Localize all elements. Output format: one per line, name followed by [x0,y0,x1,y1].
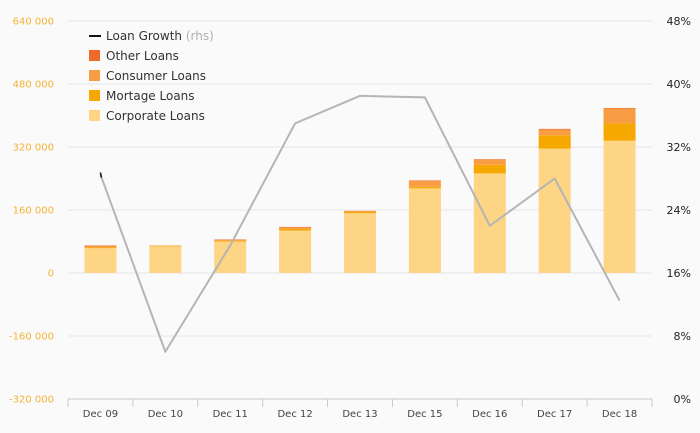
legend-label-rhs: (rhs) [186,29,214,43]
bar-other-loans-dec-09[interactable] [84,245,117,246]
bar-mortage-loans-dec-17[interactable] [538,135,571,149]
legend-swatch-corporate-loans [89,110,100,121]
legend-label-loan-growth: Loan Growth [106,29,182,43]
bar-mortage-loans-dec-16[interactable] [473,164,506,174]
legend-item-corporate-loans[interactable]: Corporate Loans [89,109,205,123]
bar-corporate-loans-dec-16[interactable] [473,173,506,273]
loan-growth-start-marker [99,172,103,178]
legend-item-mortage-loans[interactable]: Mortage Loans [89,89,195,103]
left-tick-label: 320 000 [13,143,54,154]
svg-text:Loan Growth (rhs): Loan Growth (rhs) [106,29,214,43]
bar-consumer-loans-dec-18[interactable] [603,108,636,124]
left-axis: 640 000 480 000 320 000 160 000 0 -160 000 -32… [9,17,54,406]
bar-consumer-loans-dec-13[interactable] [344,210,376,212]
x-tick-label: Dec 09 [83,409,118,420]
bar-corporate-loans-dec-13[interactable] [344,213,376,273]
bar-corporate-loans-dec-18[interactable] [603,140,636,273]
right-tick-label: 32% [667,141,691,154]
left-tick-label: 160 000 [13,206,54,217]
bar-consumer-loans-dec-15[interactable] [408,180,441,187]
bar-corporate-loans-dec-10[interactable] [149,246,182,273]
bar-consumer-loans-dec-10[interactable] [149,245,182,246]
legend-item-consumer-loans[interactable]: Consumer Loans [89,69,206,83]
x-tick-label: Dec 10 [148,409,183,420]
bar-other-loans-dec-17[interactable] [538,128,571,130]
loan-growth-line [99,94,621,353]
legend-swatch-other-loans [89,50,100,61]
bar-mortage-loans-dec-11[interactable] [214,240,247,242]
bar-other-loans-dec-12[interactable] [279,226,312,228]
x-tick-label: Dec 17 [537,409,572,420]
legend-label-consumer-loans: Consumer Loans [106,69,206,83]
bar-corporate-loans-dec-17[interactable] [538,148,571,273]
legend-label-mortage-loans: Mortage Loans [106,89,195,103]
right-axis: 48% 40% 32% 24% 16% 8% 0% [667,15,691,406]
legend-swatch-mortage-loans [89,90,100,101]
bar-other-loans-dec-15[interactable] [408,180,441,181]
legend-swatch-consumer-loans [89,70,100,81]
bar-other-loans-dec-18[interactable] [603,108,636,109]
x-tick-label: Dec 11 [213,409,248,420]
x-tick-label: Dec 13 [342,409,377,420]
x-tick-label: Dec 16 [472,409,507,420]
bar-corporate-loans-dec-15[interactable] [408,188,441,273]
left-tick-label: -160 000 [9,332,54,343]
legend: Loan Growth (rhs) Other Loans Consumer L… [89,29,214,123]
left-tick-label: -320 000 [9,395,54,406]
bar-mortage-loans-dec-09[interactable] [84,247,117,249]
legend-label-other-loans: Other Loans [106,49,179,63]
x-tick-label: Dec 12 [277,409,312,420]
legend-item-loan-growth[interactable]: Loan Growth (rhs) [89,29,214,43]
x-tick-label: Dec 18 [602,409,637,420]
bar-mortage-loans-dec-15[interactable] [408,186,441,189]
right-tick-label: 0% [674,393,691,406]
legend-label-corporate-loans: Corporate Loans [106,109,205,123]
bar-mortage-loans-dec-10[interactable] [149,245,182,247]
x-axis: Dec 09 Dec 10 Dec 11 Dec 12 Dec 13 Dec 15 Dec … [67,398,653,420]
bar-consumer-loans-dec-17[interactable] [538,129,571,136]
bar-other-loans-dec-16[interactable] [473,159,506,160]
right-tick-label: 24% [667,204,691,217]
bar-consumer-loans-dec-11[interactable] [214,239,247,241]
left-tick-label: 640 000 [13,17,54,28]
bar-mortage-loans-dec-13[interactable] [344,211,376,214]
right-tick-label: 16% [667,267,691,280]
bar-corporate-loans-dec-12[interactable] [279,230,312,273]
bar-consumer-loans-dec-12[interactable] [279,227,312,229]
bar-corporate-loans-dec-09[interactable] [84,248,117,273]
x-tick-label: Dec 15 [407,409,442,420]
bar-mortage-loans-dec-12[interactable] [279,228,312,231]
bar-consumer-loans-dec-16[interactable] [473,159,506,165]
right-tick-label: 48% [667,15,691,28]
left-tick-label: 480 000 [13,80,54,91]
right-tick-label: 40% [667,78,691,91]
left-tick-label: 0 [48,269,54,280]
bar-consumer-loans-dec-09[interactable] [84,245,117,248]
bars [84,108,636,273]
bar-mortage-loans-dec-18[interactable] [603,123,636,141]
right-tick-label: 8% [674,330,691,343]
loan-growth-polyline[interactable] [99,94,621,353]
bar-other-loans-dec-11[interactable] [214,239,247,241]
legend-item-other-loans[interactable]: Other Loans [89,49,179,63]
